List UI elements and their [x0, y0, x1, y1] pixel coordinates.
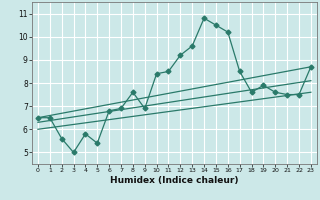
- X-axis label: Humidex (Indice chaleur): Humidex (Indice chaleur): [110, 176, 239, 185]
